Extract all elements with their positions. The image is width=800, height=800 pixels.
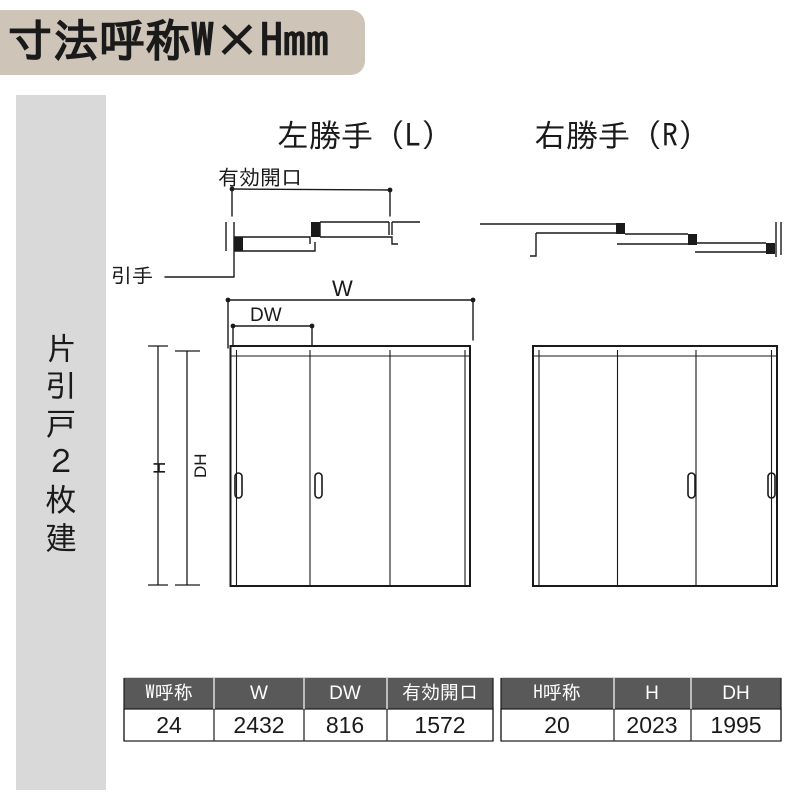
svg-text:有効開口: 有効開口 (402, 683, 478, 702)
svg-text:1995: 1995 (710, 712, 761, 738)
svg-text:W呼称: W呼称 (145, 683, 193, 702)
svg-text:24: 24 (156, 712, 182, 738)
svg-text:2432: 2432 (233, 712, 284, 738)
svg-text:816: 816 (326, 712, 364, 738)
svg-text:1572: 1572 (414, 712, 465, 738)
svg-text:20: 20 (544, 712, 570, 738)
svg-text:DH: DH (722, 683, 749, 704)
svg-text:H: H (645, 683, 659, 704)
svg-text:H呼称: H呼称 (533, 683, 581, 702)
svg-text:2023: 2023 (626, 712, 677, 738)
svg-text:DW: DW (329, 683, 361, 704)
svg-text:W: W (250, 683, 268, 704)
